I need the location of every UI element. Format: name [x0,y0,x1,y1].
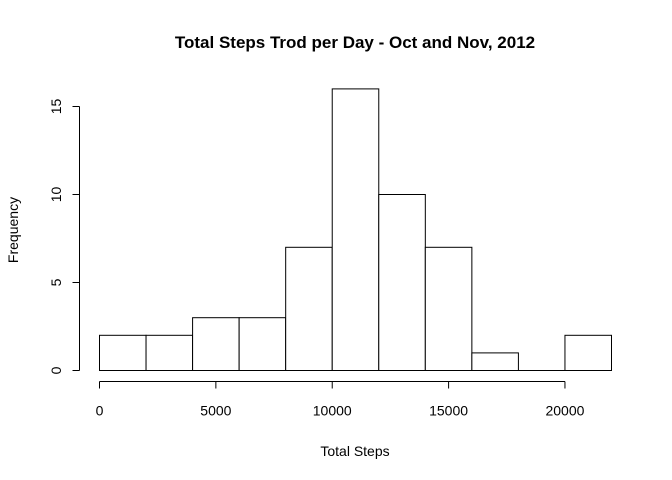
histogram-bar [378,194,426,371]
y-axis-tick-label: 0 [48,366,64,374]
x-axis-tick-label: 10000 [313,403,352,419]
y-axis: 0 5 10 15 [48,99,80,374]
y-axis-tick-label: 15 [48,99,64,115]
histogram-bar [192,317,240,372]
x-axis-tick-label: 5000 [200,403,231,419]
y-axis-tick-label: 10 [48,187,64,203]
y-axis-tick-label: 5 [48,278,64,286]
y-axis-title: Frequency [5,197,21,263]
histogram-bar [331,88,380,372]
histogram-bars [99,88,612,372]
x-axis-title: Total Steps [320,443,389,459]
x-axis: 0 5000 10000 15000 20000 [96,381,585,419]
x-axis-tick-label: 0 [96,403,104,419]
histogram-bar [285,246,333,371]
histogram-bar [471,352,519,371]
histogram-bar [238,317,287,372]
histogram-bar [99,334,147,371]
histogram-bar [564,334,612,371]
chart-title: Total Steps Trod per Day - Oct and Nov, … [175,33,535,52]
histogram-bar [145,334,194,371]
x-axis-tick-label: 20000 [545,403,584,419]
x-axis-tick-label: 15000 [429,403,468,419]
histogram-bar [424,246,473,371]
